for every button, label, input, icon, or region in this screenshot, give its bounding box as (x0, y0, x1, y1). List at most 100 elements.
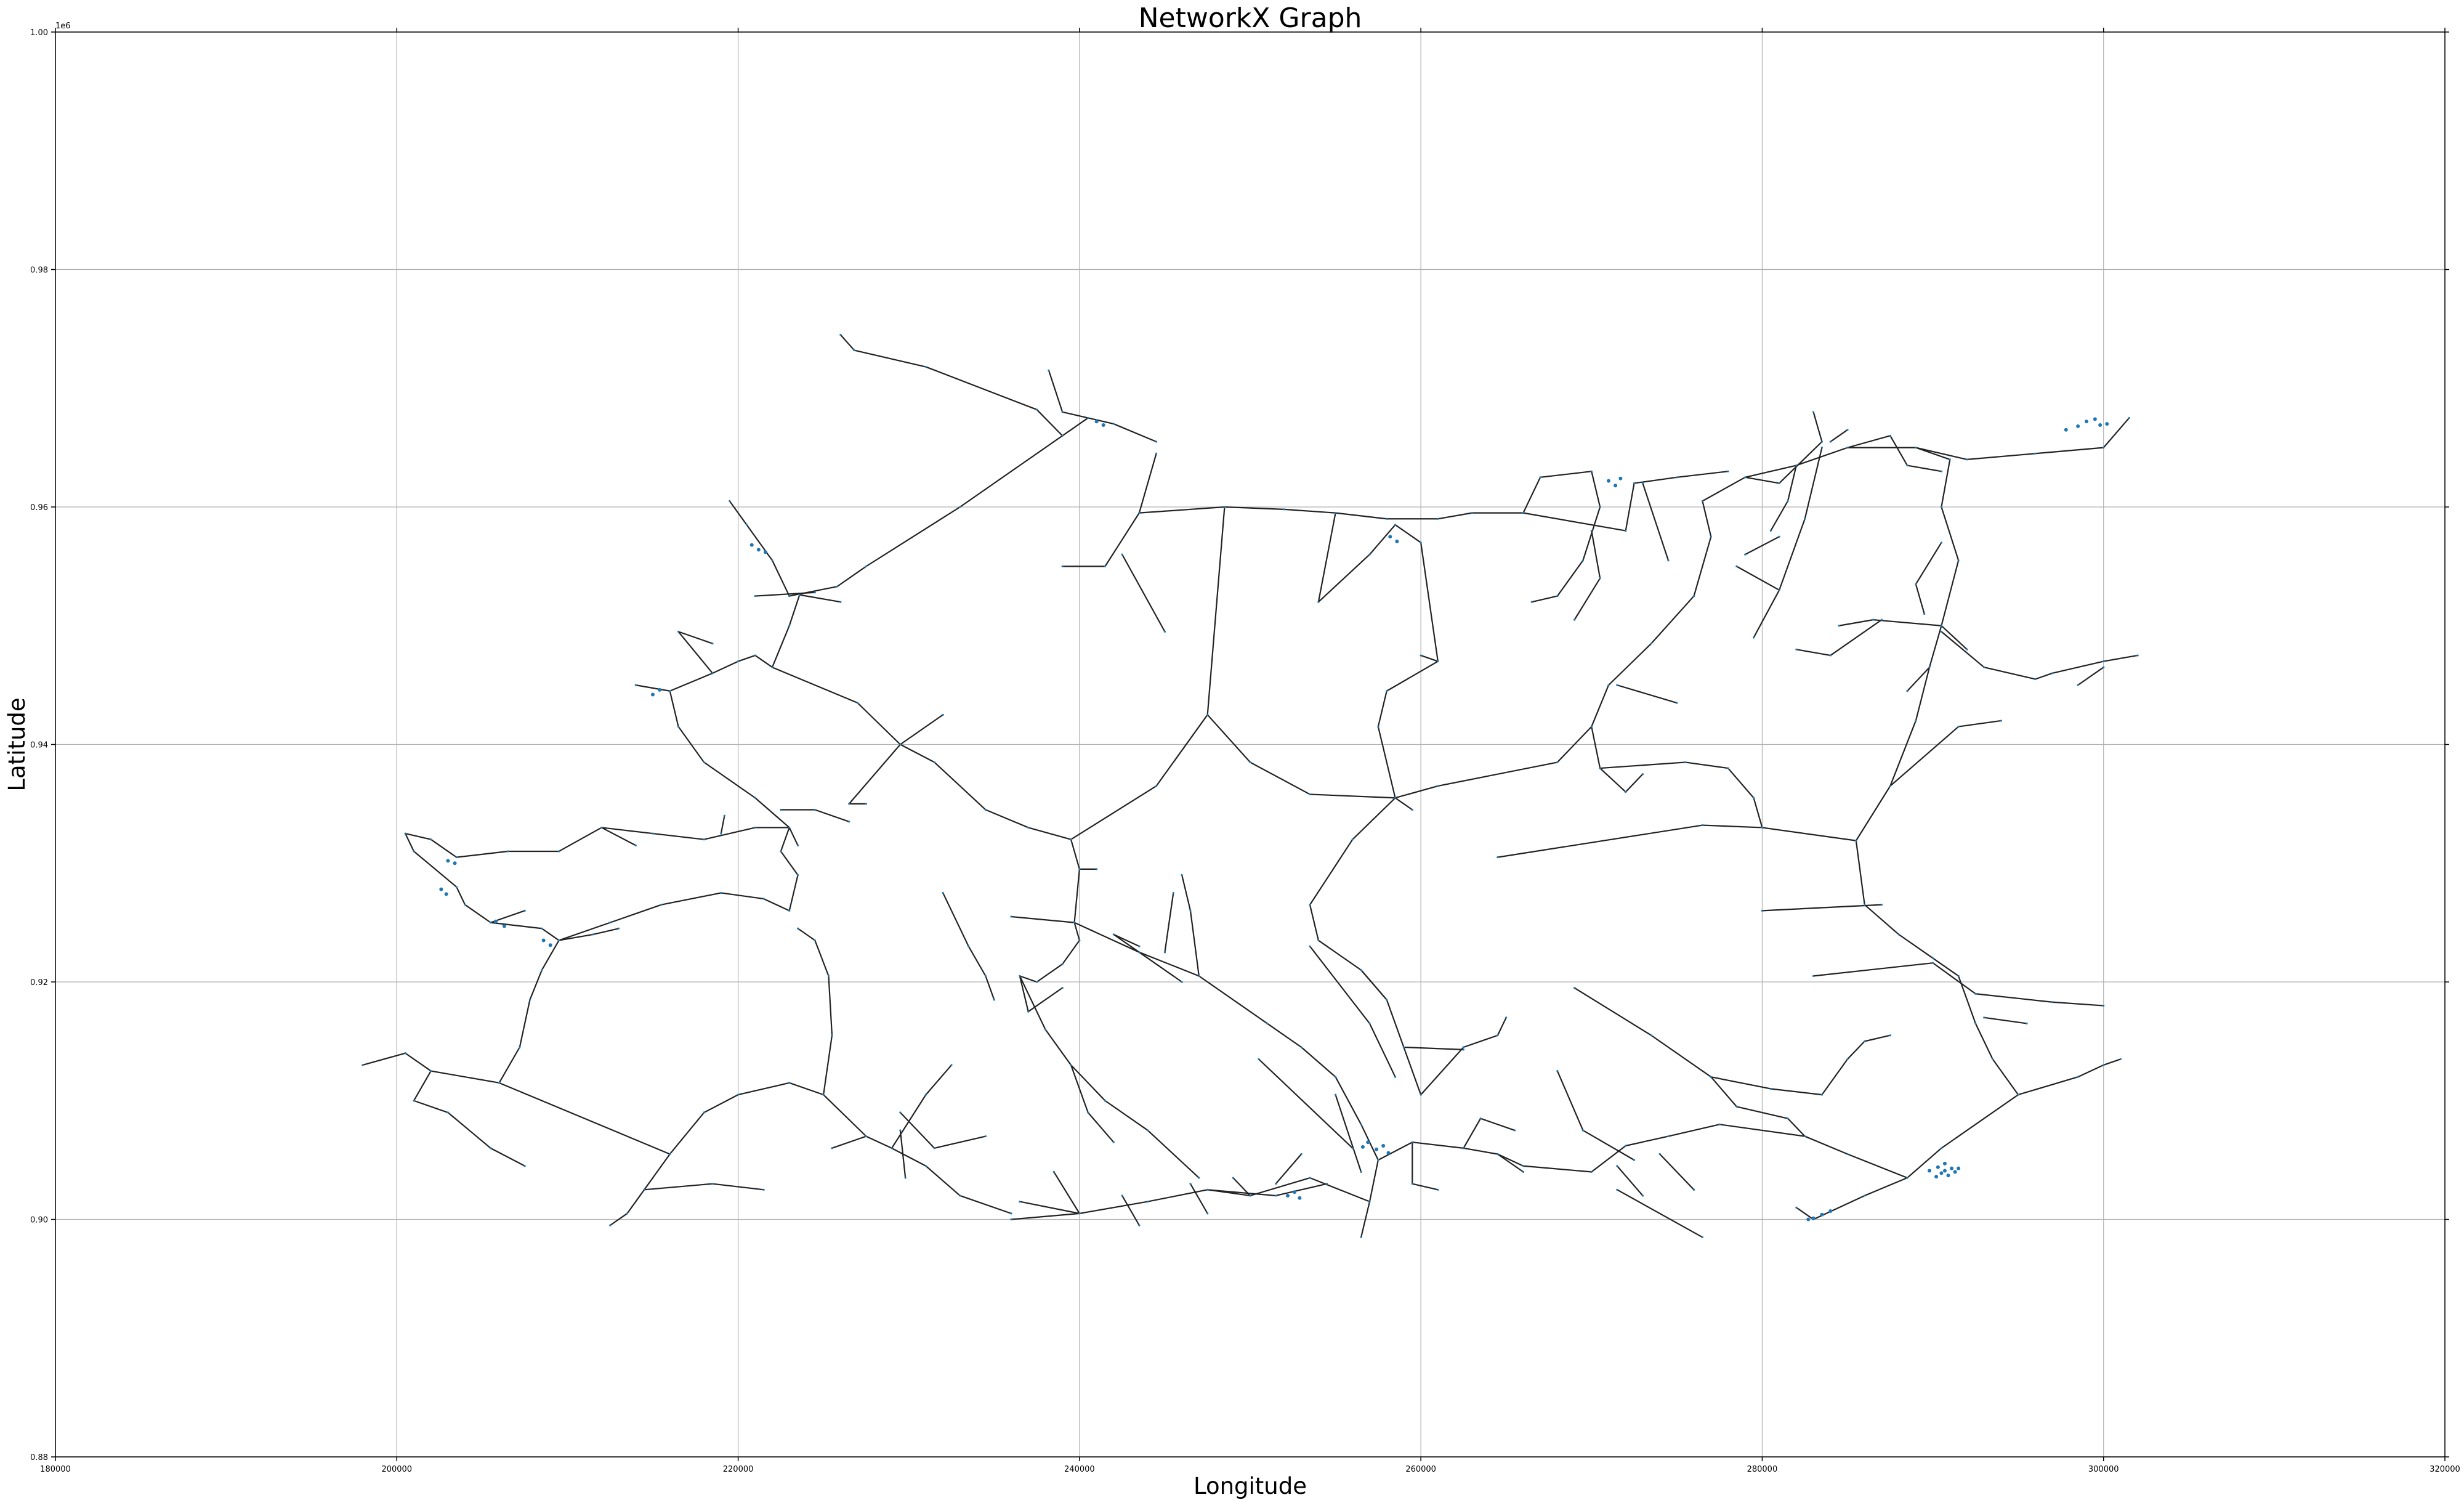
network-edge (1556, 1070, 1584, 1132)
network-edge (1727, 767, 1755, 799)
network-node (1522, 1170, 1525, 1173)
network-edge (1463, 1034, 1498, 1048)
network-node (1420, 1093, 1422, 1096)
network-node (720, 832, 722, 835)
network-node (711, 1183, 714, 1185)
network-node (1778, 482, 1780, 485)
network-node (780, 850, 782, 853)
network-edge (1744, 536, 1780, 556)
network-edge (1138, 506, 1226, 514)
network-node (1692, 594, 1695, 598)
network-node (1073, 922, 1076, 924)
network-node (1411, 1183, 1413, 1185)
network-edge (2102, 417, 2130, 448)
network-nodes (362, 333, 2139, 1239)
network-node (1761, 909, 1764, 912)
x-tick-label: 300000 (2088, 1465, 2119, 1474)
network-node (1300, 1046, 1303, 1048)
network-node (652, 832, 654, 835)
network-node (1991, 1058, 1994, 1060)
network-node (1778, 535, 1780, 538)
network-node (1650, 1034, 1652, 1037)
network-node (899, 1129, 902, 1132)
network-edge (1915, 541, 1942, 585)
network-edge (1753, 797, 1763, 829)
network-node (1641, 1194, 1644, 1197)
network-node-cluster (1381, 1143, 1386, 1148)
network-node (1462, 1046, 1465, 1048)
network-node (703, 761, 705, 764)
network-edge (1846, 1040, 1865, 1060)
network-node (762, 1188, 765, 1191)
network-edge (1073, 922, 1140, 953)
y-tick-label: 0.90 (30, 1216, 48, 1225)
network-edge (413, 1100, 449, 1114)
network-node (1616, 1188, 1618, 1191)
network-edge (942, 892, 969, 947)
network-node (1386, 517, 1388, 520)
network-node (1223, 506, 1226, 508)
network-node (1368, 553, 1371, 556)
network-edge (447, 1111, 491, 1149)
network-node (2102, 447, 2105, 449)
network-edge (1283, 508, 1336, 514)
network-edge (853, 349, 927, 368)
network-node (1309, 1177, 1311, 1179)
network-node (737, 1093, 740, 1096)
network-edge (865, 1135, 893, 1149)
network-node (2077, 684, 2079, 686)
network-node (1744, 476, 1747, 479)
network-edge (1309, 946, 1371, 1024)
network-edge (831, 1135, 867, 1149)
network-node (1437, 660, 1439, 663)
x-tick-label: 320000 (2430, 1465, 2460, 1474)
network-edge (498, 1082, 671, 1155)
network-edge (1138, 951, 1183, 983)
network-edge (1206, 1189, 1277, 1197)
network-node (754, 826, 756, 829)
network-node (1590, 529, 1593, 532)
network-edge (1113, 423, 1157, 443)
network-node (1957, 975, 1960, 977)
network-node (523, 1165, 526, 1167)
network-node (1138, 512, 1141, 514)
network-edge (711, 660, 739, 674)
network-edge (1317, 512, 1336, 603)
network-edge (1702, 824, 1763, 829)
network-edge (644, 1183, 714, 1191)
network-edge (1906, 464, 1942, 472)
network-node (1915, 720, 1917, 722)
network-edge (1779, 518, 1806, 591)
network-edge (1070, 1064, 1106, 1101)
network-node (1437, 517, 1439, 520)
network-edge (1070, 1064, 1089, 1114)
network-node-cluster (1360, 1145, 1365, 1149)
network-node (2034, 452, 2037, 455)
network-node (924, 1165, 927, 1167)
network-node (1497, 1034, 1499, 1037)
network-edge (1019, 975, 1029, 1013)
network-edge (2077, 1064, 2104, 1078)
network-edge (1838, 619, 1874, 626)
network-edge (1607, 643, 1652, 686)
network-node-cluster (494, 919, 498, 923)
network-edge (1846, 435, 1891, 448)
network-edge (1889, 726, 1960, 787)
network-edge (823, 1034, 833, 1096)
network-edge (1335, 1076, 1362, 1125)
network-edge (1010, 915, 1075, 923)
network-node-cluster (1285, 1193, 1290, 1198)
y-tick-label: 0.88 (30, 1453, 48, 1462)
network-node (1897, 933, 1900, 936)
network-node (528, 999, 531, 1001)
network-edge (430, 838, 458, 858)
network-node (1701, 1236, 1704, 1239)
network-node (1864, 1194, 1866, 1197)
network-node (1974, 992, 1977, 995)
network-edge (1073, 922, 1080, 941)
network-node (1880, 904, 1883, 906)
network-node (1676, 702, 1678, 704)
network-edge (771, 625, 790, 668)
network-node (865, 1135, 868, 1138)
network-edge (558, 827, 602, 853)
